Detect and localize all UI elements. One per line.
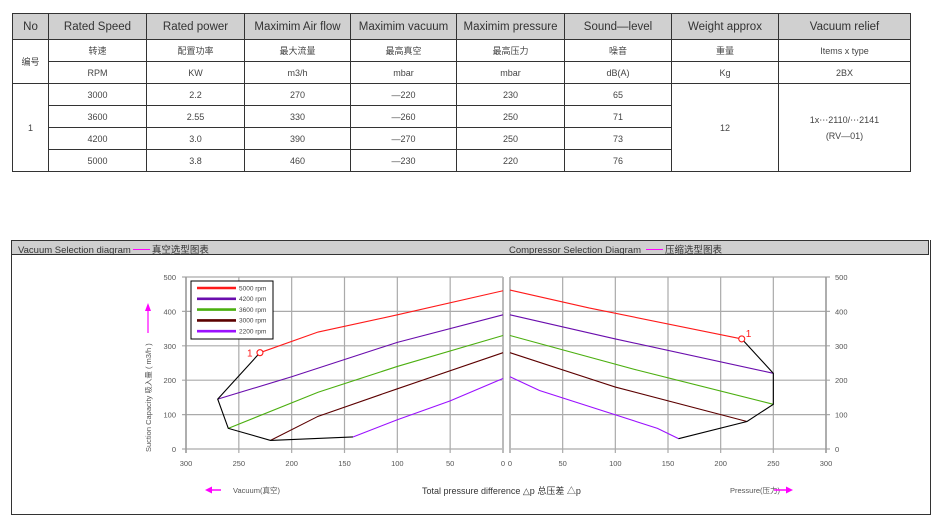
magenta-dash <box>132 248 150 251</box>
x-tick-label: 50 <box>558 459 566 468</box>
y-tick-label: 200 <box>835 376 848 385</box>
right-arrow-icon <box>786 486 793 494</box>
header-no: No <box>12 13 49 40</box>
legend-label: 3000 rpm <box>239 318 266 325</box>
y-tick-label: 400 <box>163 307 176 316</box>
series-line <box>509 289 742 340</box>
x-tick-label: 250 <box>767 459 780 468</box>
y-tick-label: 100 <box>835 411 848 420</box>
header-vacuum: Maximim vacuum <box>350 13 457 40</box>
header-relief: Vacuum relief <box>778 13 911 40</box>
total-pressure-label: Total pressure difference △p 总压差 △p <box>422 485 581 496</box>
y-axis-label: Suction Capacity 吸入量 ( m3/h ) <box>144 343 153 452</box>
cell-vacuum: —230 <box>350 149 457 172</box>
x-tick-label: 150 <box>662 459 675 468</box>
header-airflow: Maximim Air flow <box>244 13 351 40</box>
table-row: 5000 3.8 460 —230 220 76 <box>13 149 911 172</box>
x-tick-label: 200 <box>285 459 298 468</box>
series-line <box>352 377 504 438</box>
group-no: 1 <box>12 83 49 172</box>
chart-panel-header: Vacuum Selection diagram 真空选型图表 Compresso… <box>11 240 929 256</box>
legend-label: 3600 rpm <box>239 307 266 314</box>
operating-point-marker <box>256 349 264 357</box>
x-tick-label: 50 <box>446 459 454 468</box>
x-tick-label: 100 <box>609 459 622 468</box>
y-tick-label: 0 <box>172 445 176 454</box>
compressor-diagram-title: Compressor Selection Diagram 压缩选型图表 <box>509 242 722 256</box>
annotation-label: 1 <box>247 349 253 360</box>
magenta-dash <box>646 248 663 251</box>
y-tick-label: 400 <box>835 307 848 316</box>
x-tick-label: 200 <box>714 459 727 468</box>
title-cn: 真空选型图表 <box>151 245 209 256</box>
left-arrow-icon <box>205 486 212 494</box>
legend-label: 5000 rpm <box>239 285 266 292</box>
y-tick-label: 300 <box>163 342 176 351</box>
y-tick-label: 200 <box>163 376 176 385</box>
y-tick-label: 100 <box>163 411 176 420</box>
spec-table: No Rated Speed Rated power Maximim Air f… <box>12 13 911 172</box>
envelope-line <box>217 352 353 441</box>
series-line <box>509 352 748 423</box>
header-pressure: Maximim pressure <box>456 13 565 40</box>
cell-sound: 76 <box>564 149 672 172</box>
header-row: No Rated Speed Rated power Maximim Air f… <box>12 13 911 40</box>
legend-label: 4200 rpm <box>239 296 266 303</box>
up-arrow-head-icon <box>145 303 151 311</box>
vacuum-axis-label: Vacuum(真空) <box>233 485 280 495</box>
y-tick-label: 500 <box>163 273 176 282</box>
x-tick-label: 300 <box>180 459 193 468</box>
cell-weight: 12 <box>671 83 779 172</box>
x-tick-label: 250 <box>233 459 246 468</box>
series-line <box>228 334 504 429</box>
series-line <box>259 290 504 354</box>
series-line <box>509 334 774 405</box>
cn-no: 编号 <box>12 39 49 84</box>
series-line <box>217 314 504 400</box>
title-en: Compressor Selection Diagram <box>509 245 641 256</box>
pressure-axis-label: Pressure(压力) <box>730 485 781 495</box>
series-line <box>509 376 679 440</box>
series-line <box>509 314 774 374</box>
legend-label: 2200 rpm <box>239 329 266 336</box>
relief-line-1: 1x⋯2110/⋯2141 <box>809 114 880 125</box>
y-tick-label: 0 <box>835 445 839 454</box>
x-tick-label: 0 <box>501 459 505 468</box>
x-tick-label: 100 <box>391 459 404 468</box>
chart-panel <box>11 240 931 515</box>
cell-speed: 5000 <box>48 149 147 172</box>
x-tick-label: 150 <box>338 459 351 468</box>
header-sound: Sound—level <box>564 13 672 40</box>
annotation-label: 1 <box>746 329 752 340</box>
operating-point-marker <box>738 335 746 343</box>
y-tick-label: 300 <box>835 342 848 351</box>
x-tick-label: 0 <box>508 459 512 468</box>
title-en: Vacuum Selection diagram <box>18 245 131 256</box>
envelope-line <box>678 338 774 440</box>
series-line <box>270 352 504 441</box>
title-cn: 压缩选型图表 <box>665 245 723 256</box>
cell-relief: 1x⋯2110/⋯2141 (RV—01) <box>778 83 911 172</box>
cell-power: 3.8 <box>146 149 245 172</box>
x-tick-label: 300 <box>820 459 833 468</box>
relief-line-2: (RV—01) <box>825 130 864 141</box>
vacuum-diagram-title: Vacuum Selection diagram 真空选型图表 <box>18 242 209 256</box>
header-weight: Weight approx <box>671 13 779 40</box>
table-row: 1 3000 2.2 270 —220 230 65 12 1x⋯2110/⋯2… <box>12 83 911 172</box>
y-tick-label: 500 <box>835 273 848 282</box>
